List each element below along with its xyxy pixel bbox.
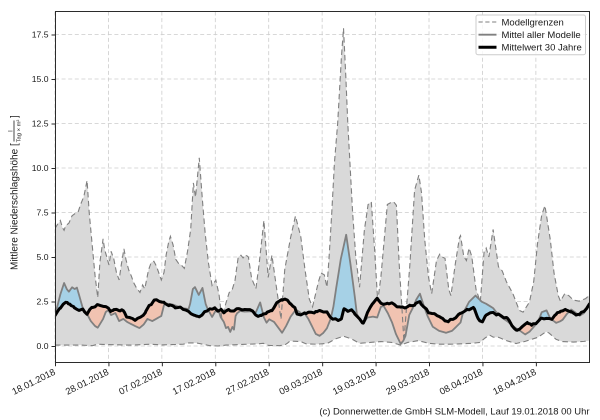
svg-text:5.0: 5.0 [37, 252, 49, 262]
svg-text:Mittel aller Modelle: Mittel aller Modelle [502, 30, 581, 41]
svg-text:17.5: 17.5 [32, 30, 49, 40]
svg-text:(c) Donnerwetter.de GmbH SLM-M: (c) Donnerwetter.de GmbH SLM-Modell, Lau… [319, 407, 589, 418]
svg-text:Modellgrenzen: Modellgrenzen [502, 17, 564, 28]
svg-text:l: l [8, 130, 15, 131]
svg-text:Mittlere Niederschlagshöhe [: Mittlere Niederschlagshöhe [ [10, 143, 21, 270]
svg-text:0.0: 0.0 [37, 341, 49, 351]
svg-text:Tag × m²: Tag × m² [16, 120, 22, 143]
svg-text:7.5: 7.5 [37, 208, 49, 218]
svg-text:Mittelwert 30 Jahre: Mittelwert 30 Jahre [502, 43, 582, 54]
svg-text:]: ] [10, 115, 21, 118]
svg-text:10.0: 10.0 [32, 163, 49, 173]
svg-text:12.5: 12.5 [32, 119, 49, 129]
svg-text:2.5: 2.5 [37, 297, 49, 307]
svg-text:15.0: 15.0 [32, 74, 49, 84]
